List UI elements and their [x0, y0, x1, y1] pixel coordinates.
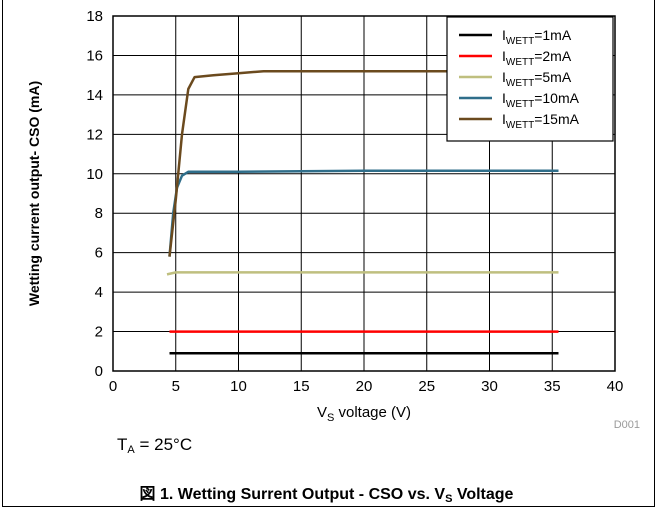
y-axis-label: Wetting current output- CSO (mA): [26, 81, 42, 306]
x-tick-label: 0: [109, 378, 117, 395]
x-tick-label: 25: [418, 378, 435, 395]
figure-id: D001: [614, 419, 640, 430]
legend-box: [446, 16, 614, 142]
y-tick-label: 18: [86, 8, 103, 25]
figure-caption: 図 1. Wetting Surrent Output - CSO vs. VS…: [139, 486, 514, 505]
series-lines: [166, 69, 559, 355]
y-tick-label: 6: [95, 245, 103, 262]
y-tick-label: 0: [95, 363, 103, 380]
tick-labels: 0 5 10 15 20 25 30 35 40 0 2 4 6 8 10 12 14 16 18: [86, 8, 623, 395]
legend-label: IWETT=1mA: [502, 27, 572, 47]
x-tick-label: 35: [544, 378, 561, 395]
y-tick-label: 8: [95, 205, 103, 222]
temperature-note: TA = 25°C: [117, 435, 193, 456]
x-tick-label: 20: [356, 378, 373, 395]
x-tick-label: 30: [481, 378, 498, 395]
series-line-15mA: [168, 69, 559, 257]
chart: 0 5 10 15 20 25 30 35 40 0 2 4 6 8 10 12 14 16 18 IWETT=1m…: [26, 8, 640, 430]
x-tick-label: 5: [172, 378, 180, 395]
legend-label: IWETT=10mA: [502, 90, 580, 110]
x-tick-label: 15: [293, 378, 310, 395]
figure-frame: [2, 0, 655, 507]
y-tick-label: 4: [95, 284, 103, 301]
plot-area: [112, 15, 616, 372]
y-tick-label: 16: [86, 47, 103, 64]
x-tick-label: 40: [607, 378, 624, 395]
y-tick-label: 12: [86, 126, 103, 143]
legend-label: IWETT=5mA: [502, 69, 572, 89]
y-tick-label: 14: [86, 87, 103, 104]
legend: IWETT=1mAIWETT=2mAIWETT=5mAIWETT=10mAIWE…: [446, 16, 614, 142]
x-tick-label: 10: [230, 378, 247, 395]
x-axis-label: VS voltage (V): [317, 404, 411, 424]
legend-label: IWETT=2mA: [502, 48, 572, 68]
legend-label: IWETT=15mA: [502, 111, 580, 131]
y-tick-label: 2: [95, 324, 103, 341]
y-tick-label: 10: [86, 166, 103, 183]
series-line-5mA: [166, 271, 559, 276]
